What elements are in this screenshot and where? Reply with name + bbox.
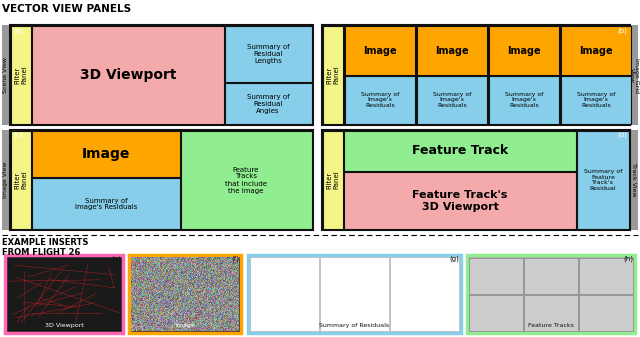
Bar bbox=[524, 295, 578, 331]
Text: (g): (g) bbox=[449, 256, 459, 263]
Bar bbox=[225, 26, 312, 82]
Bar bbox=[469, 258, 523, 294]
Bar bbox=[561, 26, 631, 75]
Bar bbox=[10, 25, 313, 125]
Text: Summary of
Feature
Track's
Residual: Summary of Feature Track's Residual bbox=[584, 169, 622, 191]
Bar bbox=[323, 26, 343, 124]
Bar bbox=[390, 257, 459, 331]
Bar bbox=[344, 172, 576, 229]
Text: Summary of
Image's
Residuals: Summary of Image's Residuals bbox=[577, 92, 615, 108]
Bar bbox=[322, 25, 630, 125]
Text: Feature
Tracks
that include
the Image: Feature Tracks that include the Image bbox=[225, 166, 267, 193]
Text: Track View: Track View bbox=[632, 163, 637, 197]
Bar bbox=[10, 130, 313, 230]
Text: Image: Image bbox=[82, 147, 130, 161]
Text: 3D Viewport: 3D Viewport bbox=[45, 323, 83, 328]
Text: Summary of
Image's
Residuals: Summary of Image's Residuals bbox=[505, 92, 543, 108]
Bar bbox=[630, 25, 638, 125]
Bar bbox=[225, 83, 312, 124]
Text: Filter
Panel: Filter Panel bbox=[326, 171, 339, 189]
Bar bbox=[250, 257, 319, 331]
Text: VECTOR VIEW PANELS: VECTOR VIEW PANELS bbox=[2, 4, 131, 14]
Text: Summary of
Image's Residuals: Summary of Image's Residuals bbox=[75, 197, 137, 211]
Bar bbox=[181, 131, 312, 229]
Text: EXAMPLE INSERTS
FROM FLIGHT 26: EXAMPLE INSERTS FROM FLIGHT 26 bbox=[2, 238, 88, 257]
Bar bbox=[2, 25, 10, 125]
Bar bbox=[11, 131, 31, 229]
Text: Image: Image bbox=[435, 46, 469, 56]
Text: Feature Tracks: Feature Tracks bbox=[528, 323, 574, 328]
Text: (c): (c) bbox=[13, 132, 22, 139]
Bar bbox=[467, 255, 635, 333]
Bar bbox=[11, 26, 31, 124]
Bar bbox=[524, 258, 578, 294]
Text: Image View: Image View bbox=[3, 162, 8, 198]
Text: 3D Viewport: 3D Viewport bbox=[80, 68, 176, 82]
Bar bbox=[417, 26, 487, 75]
Bar bbox=[489, 76, 559, 124]
Text: Summary of
Image's
Residuals: Summary of Image's Residuals bbox=[433, 92, 471, 108]
Bar bbox=[248, 255, 461, 333]
Bar bbox=[345, 76, 415, 124]
Bar bbox=[561, 76, 631, 124]
Bar bbox=[320, 257, 389, 331]
Bar bbox=[32, 178, 180, 229]
Text: (h): (h) bbox=[623, 256, 633, 263]
Bar bbox=[469, 295, 523, 331]
Bar bbox=[579, 295, 633, 331]
Bar bbox=[577, 131, 629, 229]
Bar bbox=[323, 131, 343, 229]
Text: (b): (b) bbox=[617, 27, 627, 33]
Bar bbox=[417, 76, 487, 124]
Text: Feature Track: Feature Track bbox=[412, 145, 508, 157]
Text: (e): (e) bbox=[111, 256, 121, 263]
Text: Summary of
Image's
Residuals: Summary of Image's Residuals bbox=[361, 92, 399, 108]
Bar bbox=[2, 130, 10, 230]
Text: Summary of
Residual
Angles: Summary of Residual Angles bbox=[246, 94, 289, 114]
Bar bbox=[322, 130, 630, 230]
Bar bbox=[489, 26, 559, 75]
Text: Image: Image bbox=[175, 323, 195, 328]
Text: Summary of
Residual
Lengths: Summary of Residual Lengths bbox=[246, 44, 289, 64]
Text: Filter
Panel: Filter Panel bbox=[15, 66, 28, 84]
Bar bbox=[579, 258, 633, 294]
Bar bbox=[630, 130, 638, 230]
Text: (a): (a) bbox=[13, 27, 23, 33]
Bar bbox=[344, 131, 576, 171]
Text: Scene View: Scene View bbox=[3, 57, 8, 93]
Bar bbox=[32, 131, 180, 177]
Text: Filter
Panel: Filter Panel bbox=[15, 171, 28, 189]
Text: Image: Image bbox=[579, 46, 613, 56]
Text: Summary of Residuals: Summary of Residuals bbox=[319, 323, 390, 328]
Bar bbox=[32, 26, 224, 124]
Text: Feature Track's
3D Viewport: Feature Track's 3D Viewport bbox=[412, 190, 508, 212]
Text: Filter
Panel: Filter Panel bbox=[326, 66, 339, 84]
Text: Image Grid
View: Image Grid View bbox=[628, 58, 639, 92]
Bar bbox=[345, 26, 415, 75]
Bar bbox=[129, 255, 241, 333]
Text: (f): (f) bbox=[231, 256, 239, 263]
Text: Image: Image bbox=[363, 46, 397, 56]
Text: (d): (d) bbox=[617, 132, 627, 139]
Text: Image: Image bbox=[507, 46, 541, 56]
Bar bbox=[5, 255, 123, 333]
